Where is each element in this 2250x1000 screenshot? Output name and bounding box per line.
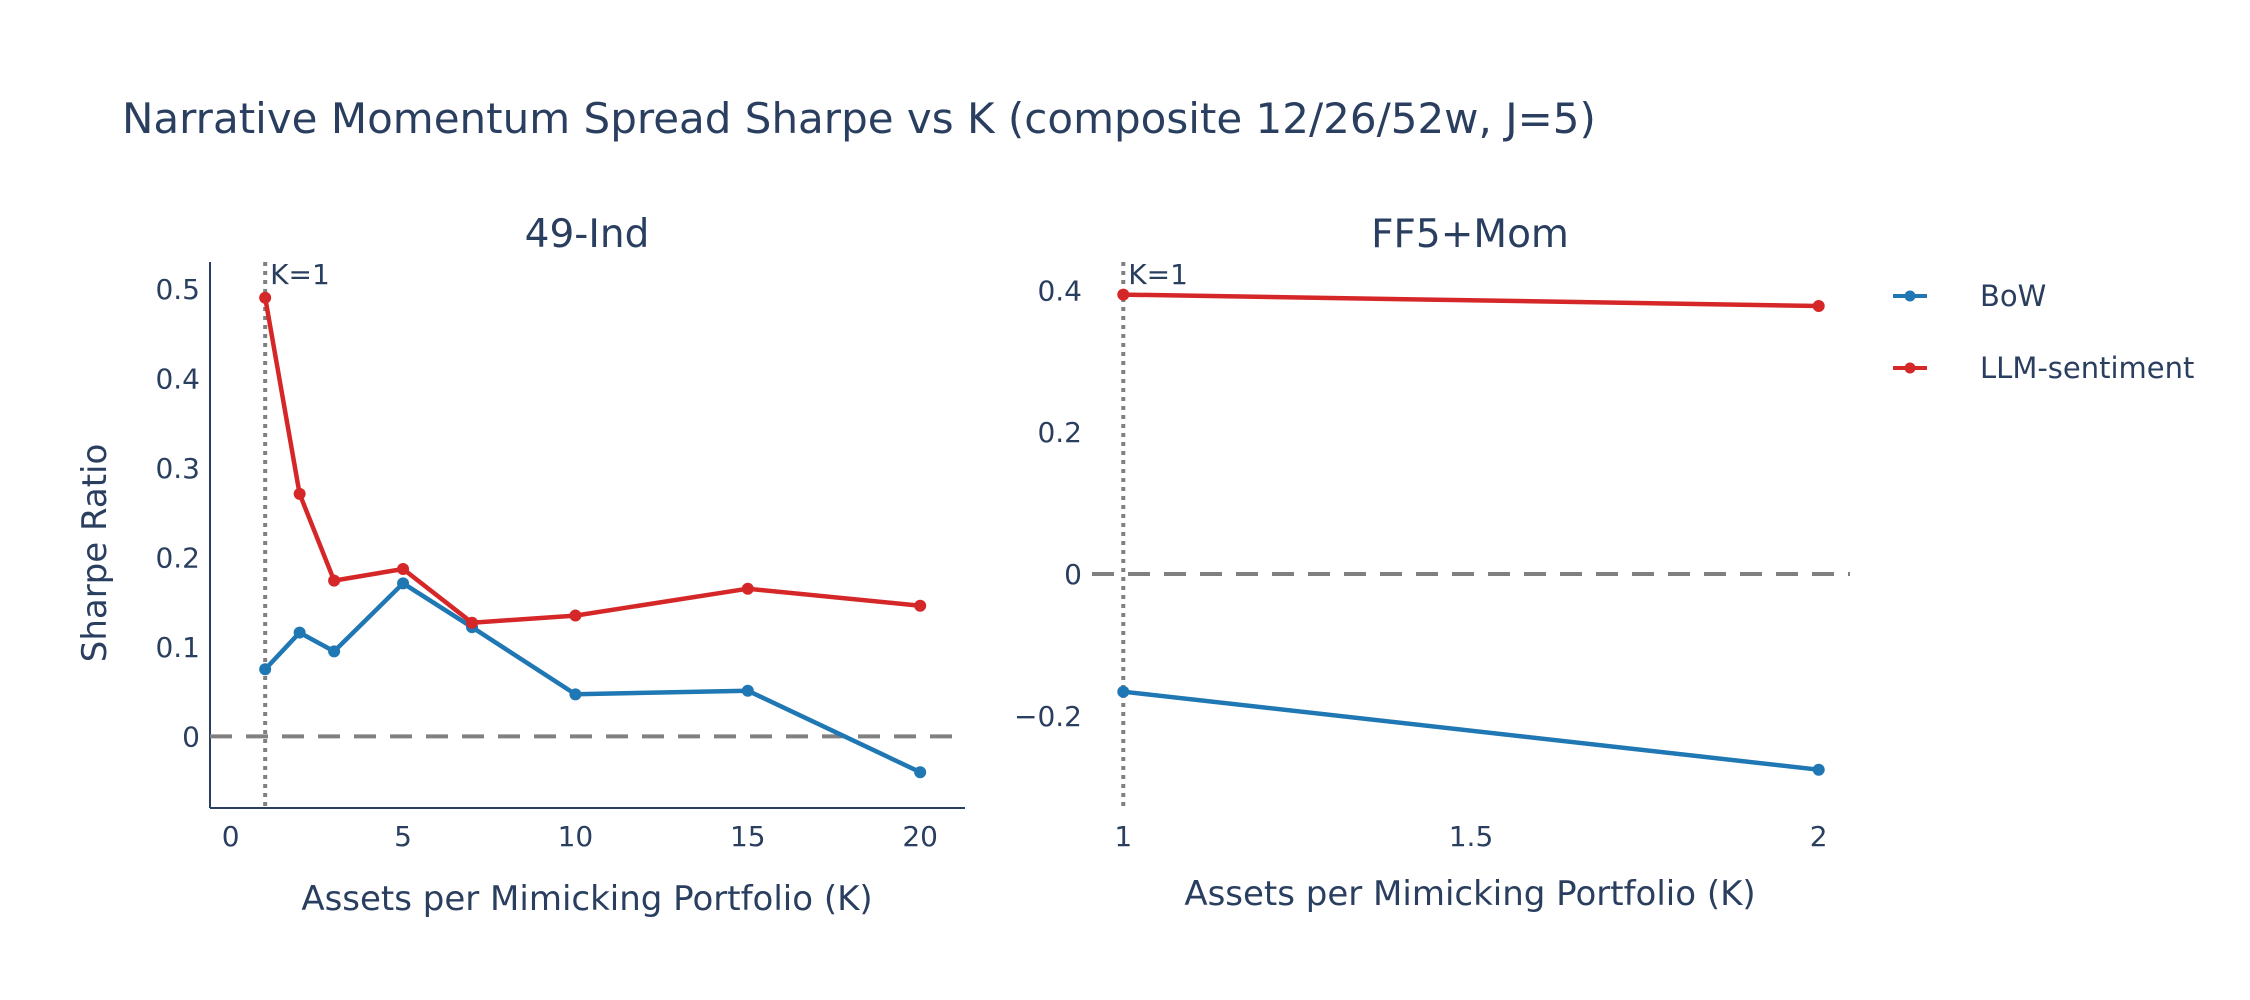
- y-tick-label-ff5-mom: 0: [1064, 558, 1082, 591]
- data-point-llm-sentiment[interactable]: [1812, 299, 1825, 312]
- data-point-bow[interactable]: [741, 684, 754, 697]
- k1-annotation-49-ind: K=1: [270, 258, 330, 291]
- data-point-llm-sentiment[interactable]: [397, 563, 410, 576]
- data-point-llm-sentiment[interactable]: [741, 582, 754, 595]
- data-point-llm-sentiment[interactable]: [259, 291, 272, 304]
- y-tick-label-ff5-mom: −0.2: [1014, 700, 1082, 733]
- x-axis-label-49-ind: Assets per Mimicking Portfolio (K): [301, 879, 872, 919]
- data-point-llm-sentiment[interactable]: [328, 574, 341, 587]
- data-point-bow[interactable]: [1812, 763, 1825, 776]
- y-tick-label-49-ind: 0: [182, 720, 200, 753]
- data-point-llm-sentiment[interactable]: [466, 616, 479, 629]
- x-tick-label-ff5-mom: 2: [1810, 820, 1828, 853]
- panel-title-ff5-mom: FF5+Mom: [1371, 212, 1569, 257]
- data-point-llm-sentiment[interactable]: [914, 599, 927, 612]
- data-point-llm-sentiment[interactable]: [293, 487, 306, 500]
- x-tick-label-49-ind: 15: [730, 820, 766, 853]
- data-point-bow[interactable]: [328, 645, 341, 658]
- panel-49-ind: 49-Ind Assets per Mimicking Portfolio (K…: [75, 212, 965, 919]
- y-tick-label-49-ind: 0.5: [155, 273, 200, 306]
- k1-annotation-ff5-mom: K=1: [1128, 258, 1188, 291]
- x-tick-label-ff5-mom: 1: [1114, 820, 1132, 853]
- x-tick-label-49-ind: 0: [222, 820, 240, 853]
- legend-label-llm-sentiment: LLM-sentiment: [1980, 351, 2194, 385]
- x-axis-label-ff5-mom: Assets per Mimicking Portfolio (K): [1184, 874, 1755, 914]
- series-line-bow-ff5-mom: [1123, 689, 1819, 772]
- legend: BoW LLM-sentiment: [1893, 279, 2194, 385]
- data-point-bow[interactable]: [293, 626, 306, 639]
- legend-marker-bow: [1904, 290, 1916, 302]
- chart-title: Narrative Momentum Spread Sharpe vs K (c…: [122, 94, 1596, 143]
- data-point-llm-sentiment[interactable]: [569, 609, 582, 622]
- data-point-llm-sentiment[interactable]: [1117, 288, 1130, 301]
- series-line-llm-sentiment-ff5-mom: [1123, 292, 1819, 309]
- x-tick-label-49-ind: 20: [902, 820, 938, 853]
- panel-ff5-mom: FF5+Mom Assets per Mimicking Portfolio (…: [1014, 212, 1850, 914]
- y-tick-label-49-ind: 0.2: [155, 541, 200, 574]
- y-tick-label-49-ind: 0.1: [155, 631, 200, 664]
- data-point-bow[interactable]: [914, 766, 927, 779]
- y-axis-label: Sharpe Ratio: [75, 444, 115, 663]
- data-point-bow[interactable]: [1117, 685, 1130, 698]
- x-tick-label-49-ind: 5: [394, 820, 412, 853]
- y-tick-label-49-ind: 0.3: [155, 452, 200, 485]
- y-tick-label-49-ind: 0.4: [155, 362, 200, 395]
- y-tick-label-ff5-mom: 0.4: [1037, 274, 1082, 307]
- x-tick-label-ff5-mom: 1.5: [1449, 820, 1494, 853]
- legend-marker-llm-sentiment: [1904, 362, 1916, 374]
- y-tick-label-ff5-mom: 0.2: [1037, 416, 1082, 449]
- x-tick-label-49-ind: 10: [558, 820, 594, 853]
- series-line-llm-sentiment-49-ind: [262, 297, 921, 625]
- legend-item-llm-sentiment[interactable]: LLM-sentiment: [1893, 351, 2194, 385]
- data-point-bow[interactable]: [569, 688, 582, 701]
- data-point-bow[interactable]: [397, 577, 410, 590]
- legend-label-bow: BoW: [1980, 279, 2046, 313]
- data-point-bow[interactable]: [259, 663, 272, 676]
- series-line-bow-49-ind: [263, 581, 922, 775]
- panel-title-49-ind: 49-Ind: [525, 212, 650, 257]
- legend-item-bow[interactable]: BoW: [1893, 279, 2046, 313]
